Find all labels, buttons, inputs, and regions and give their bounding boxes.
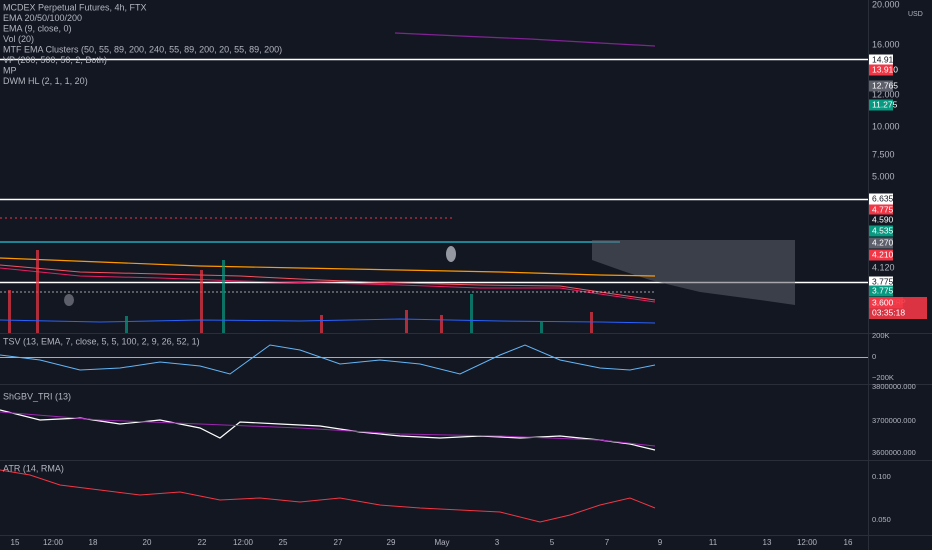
time-label: 27 <box>334 538 343 547</box>
pane-title: ShGBV_TRI (13) <box>3 391 71 401</box>
main-pane-drawings <box>0 32 868 333</box>
time-label: 12:00 <box>233 538 254 547</box>
price-label: 4.120 <box>872 262 895 272</box>
price-label: 7.500 <box>872 149 895 159</box>
price-tag-label: 12.765 <box>872 80 898 90</box>
price-tag-label: 4.775 <box>872 204 894 214</box>
price-tag-label: 4.590 <box>872 214 894 224</box>
price-tag <box>869 237 893 249</box>
price-tag-label: 4.535 <box>872 225 894 235</box>
price-label: 10.000 <box>872 121 900 131</box>
legend-entry: EMA (9, close, 0) <box>3 23 72 33</box>
time-label: 22 <box>198 538 207 547</box>
price-tag-label: 14.915 <box>872 54 898 64</box>
time-label: 11 <box>709 538 718 547</box>
pane-axis-label: 3700000.000 <box>872 416 916 425</box>
legend-entry: MP <box>3 65 17 75</box>
price-label: 12.000 <box>872 89 900 99</box>
legend-entry: MCDEX Perpetual Futures, 4h, FTX <box>3 2 147 12</box>
price-tag <box>869 225 893 237</box>
pane-axis-label: 3600000.000 <box>872 448 916 457</box>
price-tag-label: 13.910 <box>872 64 898 74</box>
pane-axis-label: 200K <box>872 331 890 340</box>
time-label: 3 <box>495 538 500 547</box>
last-price: 3.600 <box>872 297 894 307</box>
time-label: 9 <box>658 538 663 547</box>
time-label: 29 <box>387 538 396 547</box>
legend-entry: MTF EMA Clusters (50, 55, 89, 200, 240, … <box>3 44 282 54</box>
legend-entry: DWM HL (2, 1, 1, 20) <box>3 76 88 86</box>
sub-pane-drawings <box>0 344 868 523</box>
time-label: 12:00 <box>43 538 64 547</box>
pane-axis-label: 3800000.000 <box>872 382 916 391</box>
price-tag <box>869 99 893 111</box>
price-tag <box>869 285 893 297</box>
time-label: 12:00 <box>797 538 818 547</box>
price-tag-label: 6.635 <box>872 193 894 203</box>
time-label: 15 <box>11 538 20 547</box>
pane-title: TSV (13, EMA, 7, close, 5, 5, 100, 2, 9,… <box>3 336 200 346</box>
time-label: 5 <box>550 538 555 547</box>
pane-axis-label: 0.050 <box>872 515 891 524</box>
price-tag <box>869 276 893 288</box>
price-tag <box>869 249 893 261</box>
price-label: 20.000 <box>872 0 900 9</box>
time-label: May <box>434 538 449 547</box>
price-tag <box>869 80 893 92</box>
time-label: 13 <box>763 538 772 547</box>
currency: USD <box>908 11 923 18</box>
price-tag-label: 11.275 <box>872 99 898 109</box>
price-label: 5.000 <box>872 171 895 181</box>
price-tag-label: 3.775 <box>872 276 894 286</box>
pane-axis-label: 0.100 <box>872 472 891 481</box>
countdown: 03:35:18 <box>872 307 905 317</box>
time-label: 20 <box>143 538 152 547</box>
pane-axis-label: −200K <box>872 373 894 382</box>
price-tag-label: 4.270 <box>872 237 894 247</box>
price-label: 16.000 <box>872 39 900 49</box>
price-tag-label: 4.210 <box>872 249 894 259</box>
price-tag <box>869 54 893 66</box>
pane-title: ATR (14, RMA) <box>3 463 64 473</box>
pane-axis-label: 0 <box>872 352 876 361</box>
time-label: 18 <box>89 538 98 547</box>
price-tag <box>869 64 893 76</box>
price-tag <box>869 193 893 205</box>
last-price-tag <box>869 297 927 319</box>
legend-entry: EMA 20/50/100/200 <box>3 13 82 23</box>
legend-entry: VP (200, 500, 50, 2, Both) <box>3 55 107 65</box>
time-label: 25 <box>279 538 288 547</box>
price-tag <box>869 214 893 226</box>
price-tag <box>869 204 893 216</box>
time-label: 7 <box>605 538 610 547</box>
legend-entry: Vol (20) <box>3 34 34 44</box>
price-tag-label: 3.775 <box>872 285 894 295</box>
time-label: 16 <box>844 538 853 547</box>
